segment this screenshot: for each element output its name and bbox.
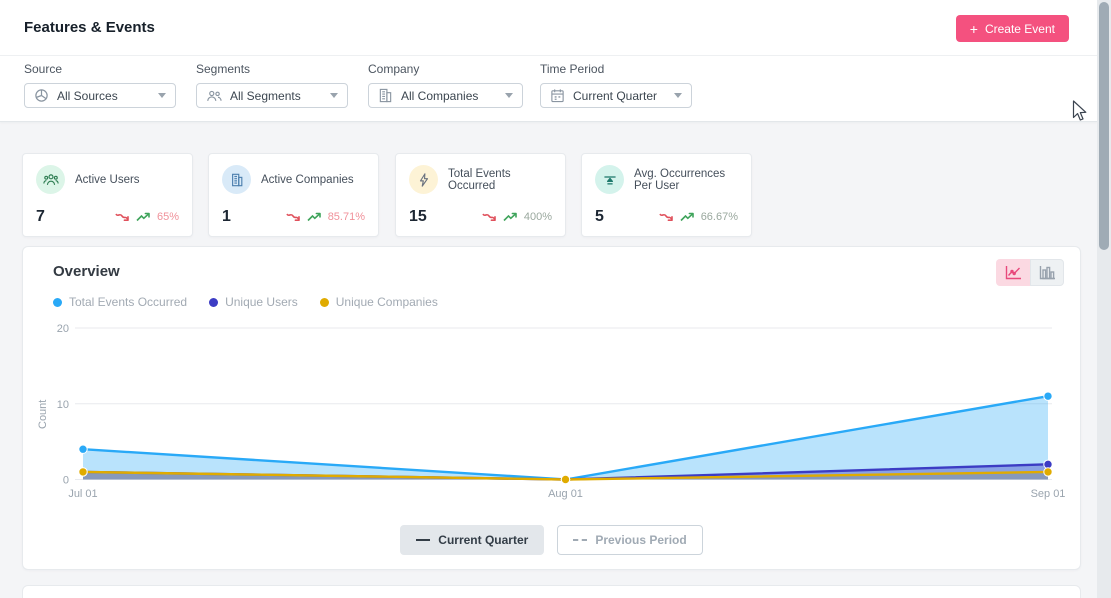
stat-value: 15 xyxy=(409,208,427,225)
source-icon xyxy=(34,88,49,103)
stat-label: Total Events Occurred xyxy=(448,167,511,192)
legend-item-unique-users[interactable]: Unique Users xyxy=(209,295,298,309)
stat-label: Active Companies xyxy=(261,173,354,186)
legend-item-total-events[interactable]: Total Events Occurred xyxy=(53,295,187,309)
filter-source: Source All Sources xyxy=(24,62,176,108)
filter-bar: Source All Sources Segments All Segments… xyxy=(0,56,1097,122)
next-section-panel xyxy=(22,585,1081,598)
svg-text:Aug 01: Aug 01 xyxy=(548,488,583,500)
segments-label: Segments xyxy=(196,62,251,76)
calendar-icon xyxy=(550,88,565,103)
company-label: Company xyxy=(368,62,420,76)
trend-down-icon xyxy=(482,213,496,221)
chevron-down-icon xyxy=(505,93,513,98)
filter-company: Company All Companies xyxy=(368,62,523,108)
stat-card-active-companies: Active Companies 1 85.71% xyxy=(208,153,379,237)
company-select[interactable]: All Companies xyxy=(368,83,523,108)
building-icon xyxy=(222,165,251,194)
users-group-icon xyxy=(36,165,65,194)
chart-type-toggle xyxy=(996,259,1064,286)
legend-dot-yellow xyxy=(319,297,329,307)
trend-down-icon xyxy=(115,213,129,221)
time-period-label: Time Period xyxy=(540,62,605,76)
stat-label: Active Users xyxy=(75,173,140,186)
page-title: Features & Events xyxy=(24,19,155,36)
svg-text:10: 10 xyxy=(57,399,69,411)
svg-text:Jul 01: Jul 01 xyxy=(68,488,97,500)
chevron-down-icon xyxy=(330,93,338,98)
current-quarter-button[interactable]: Current Quarter xyxy=(400,525,545,555)
time-period-select[interactable]: Current Quarter xyxy=(540,83,692,108)
stat-value: 5 xyxy=(595,208,604,225)
previous-period-label: Previous Period xyxy=(595,533,687,547)
legend-label: Unique Users xyxy=(225,295,298,309)
plus-icon: + xyxy=(969,20,978,37)
chart-legend: Total Events Occurred Unique Users Uniqu… xyxy=(53,295,438,309)
create-event-label: Create Event xyxy=(984,21,1055,36)
stat-label: Avg. Occurrences Per User xyxy=(634,167,726,192)
trend-up-icon xyxy=(136,212,150,222)
source-label: Source xyxy=(24,62,63,76)
current-quarter-label: Current Quarter xyxy=(438,533,529,547)
scrollbar-track[interactable] xyxy=(1097,0,1111,598)
filter-time-period: Time Period Current Quarter xyxy=(540,62,692,108)
chevron-down-icon xyxy=(158,93,166,98)
legend-dot-indigo xyxy=(209,297,219,307)
time-period-value: Current Quarter xyxy=(573,88,658,103)
svg-text:0: 0 xyxy=(63,475,69,487)
create-event-button[interactable]: + Create Event xyxy=(955,15,1069,42)
company-value: All Companies xyxy=(401,88,479,103)
legend-dot-blue xyxy=(53,297,62,307)
filter-segments: Segments All Segments xyxy=(196,62,348,108)
lightning-icon xyxy=(409,165,438,194)
stat-percent: 66.67% xyxy=(700,211,738,223)
trend-down-icon xyxy=(285,213,300,221)
header-bar: Features & Events + Create Event xyxy=(0,0,1097,56)
previous-period-button[interactable]: Previous Period xyxy=(557,525,703,555)
dashed-line-icon xyxy=(573,539,588,541)
stat-card-avg-occurrences: Avg. Occurrences Per User 5 66.67% xyxy=(581,153,752,237)
line-chart-toggle-button[interactable] xyxy=(996,259,1030,286)
trend-down-icon xyxy=(658,213,673,221)
stat-value: 1 xyxy=(222,208,231,225)
segments-value: All Segments xyxy=(230,88,301,103)
stat-card-active-users: Active Users 7 65% xyxy=(22,153,193,237)
source-select[interactable]: All Sources xyxy=(24,83,176,108)
trend-up-icon xyxy=(680,212,694,222)
trend-up-icon xyxy=(307,212,321,222)
stat-percent: 85.71% xyxy=(327,211,365,223)
legend-item-unique-companies[interactable]: Unique Companies xyxy=(319,295,438,309)
stat-card-total-events: Total Events Occurred 15 400% xyxy=(395,153,566,237)
scrollbar-thumb[interactable] xyxy=(1099,2,1109,250)
segments-select[interactable]: All Segments xyxy=(196,83,348,108)
overview-panel: Overview Total Events Occurred Unique Us… xyxy=(22,246,1081,570)
stat-percent: 65% xyxy=(156,211,179,223)
legend-label: Total Events Occurred xyxy=(69,295,188,309)
area-chart[interactable]: 0 10 20 Jul 01 Aug 01 Sep 01 xyxy=(37,315,1067,501)
segments-icon xyxy=(206,89,222,103)
source-value: All Sources xyxy=(57,88,118,103)
trend-up-icon xyxy=(503,212,517,222)
svg-text:Sep 01: Sep 01 xyxy=(1031,488,1066,500)
svg-text:20: 20 xyxy=(57,323,69,335)
period-button-row: Current Quarter Previous Period xyxy=(23,525,1080,555)
stat-value: 7 xyxy=(36,208,45,225)
chevron-down-icon xyxy=(674,93,682,98)
overview-title: Overview xyxy=(53,263,120,280)
company-icon xyxy=(378,88,393,103)
average-gauge-icon xyxy=(595,165,624,194)
bar-chart-toggle-button[interactable] xyxy=(1030,259,1064,286)
legend-label: Unique Companies xyxy=(335,295,438,309)
stat-percent: 400% xyxy=(523,211,552,223)
solid-line-icon xyxy=(416,539,431,541)
